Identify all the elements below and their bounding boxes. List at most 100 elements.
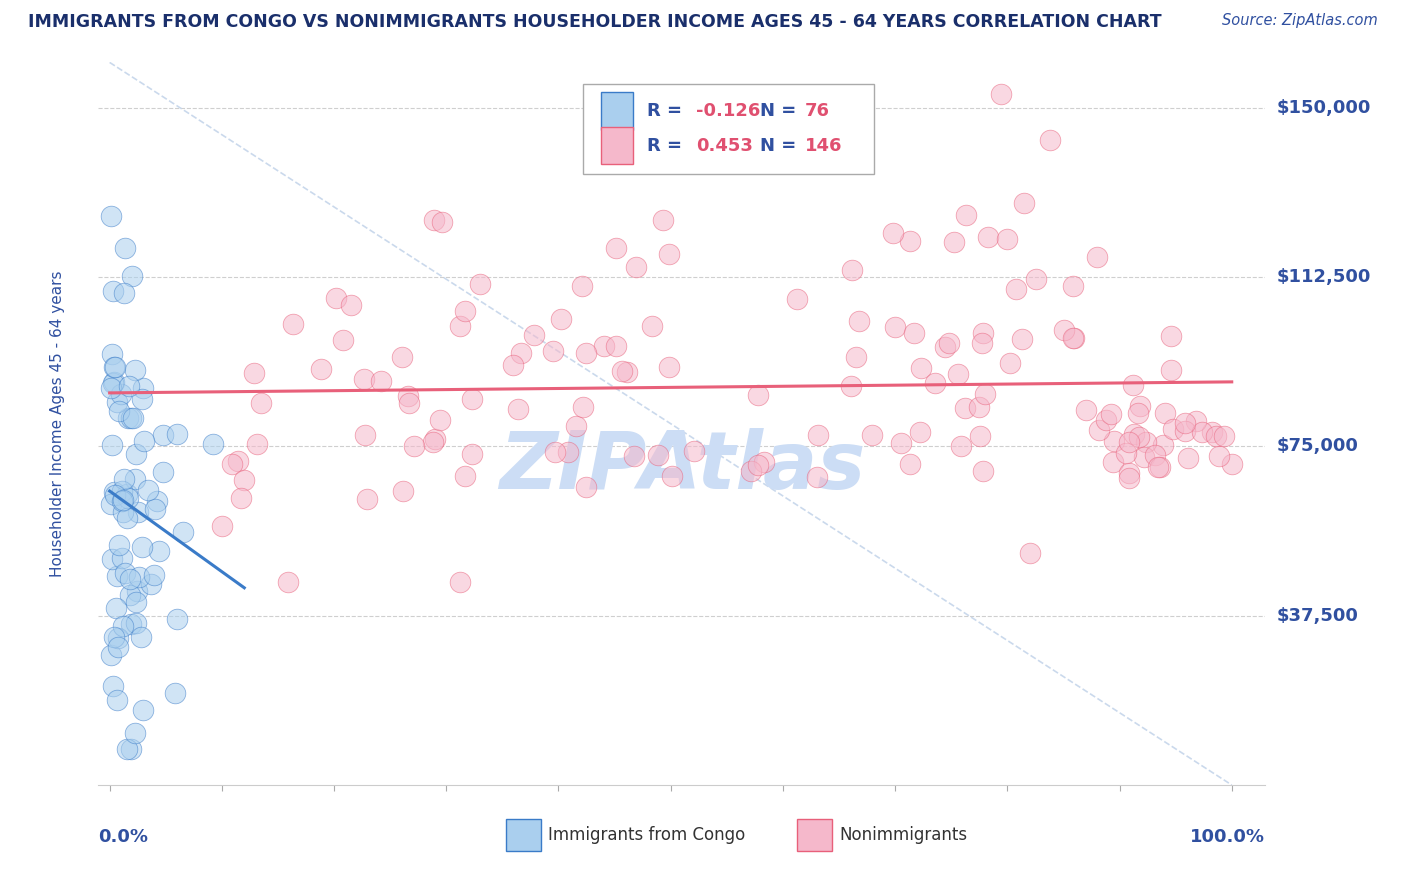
Point <box>103 375 125 389</box>
Point <box>1184 413 1206 427</box>
Point <box>108 403 131 417</box>
Point <box>807 427 830 442</box>
Point <box>903 326 925 340</box>
Point <box>1099 407 1122 421</box>
Point <box>651 213 673 227</box>
Point <box>1154 406 1177 420</box>
Text: R =: R = <box>647 102 688 120</box>
Text: N =: N = <box>761 136 803 154</box>
Point <box>1063 331 1085 345</box>
Point <box>112 472 135 486</box>
Point <box>449 318 471 333</box>
Point <box>972 464 994 478</box>
Point <box>934 340 956 354</box>
Point <box>114 241 136 255</box>
Point <box>112 493 135 508</box>
Point <box>124 616 146 631</box>
Point <box>1146 459 1168 474</box>
Point <box>1118 466 1140 480</box>
Point <box>148 543 170 558</box>
Point <box>402 439 425 453</box>
Point <box>616 365 638 379</box>
FancyBboxPatch shape <box>602 127 633 164</box>
Point <box>506 401 529 416</box>
Point <box>605 339 627 353</box>
Point <box>132 434 155 449</box>
Point <box>117 410 139 425</box>
Point <box>105 693 128 707</box>
Point <box>890 435 912 450</box>
Point <box>1220 457 1243 471</box>
Point <box>104 601 127 615</box>
Point <box>461 447 484 461</box>
Point <box>969 429 991 443</box>
Text: Nonimmigrants: Nonimmigrants <box>839 826 967 844</box>
Point <box>115 511 138 525</box>
Point <box>924 376 946 390</box>
Point <box>425 433 447 447</box>
Point <box>898 457 921 471</box>
Point <box>353 372 375 386</box>
Point <box>898 234 921 248</box>
Point <box>1102 455 1125 469</box>
Text: IMMIGRANTS FROM CONGO VS NONIMMIGRANTS HOUSEHOLDER INCOME AGES 45 - 64 YEARS COR: IMMIGRANTS FROM CONGO VS NONIMMIGRANTS H… <box>28 13 1161 31</box>
Point <box>136 483 159 497</box>
Point <box>1095 413 1118 427</box>
Point <box>1149 460 1171 475</box>
Point <box>103 359 125 374</box>
Point <box>124 473 146 487</box>
Point <box>117 378 139 392</box>
Point <box>391 483 413 498</box>
Text: 146: 146 <box>804 136 842 154</box>
Point <box>1062 331 1084 345</box>
Point <box>454 304 477 318</box>
Point <box>1011 333 1033 347</box>
Point <box>1174 425 1197 439</box>
Point <box>626 260 648 275</box>
Text: 76: 76 <box>804 102 830 120</box>
Point <box>141 576 163 591</box>
Point <box>422 213 444 227</box>
Point <box>128 570 150 584</box>
Point <box>1102 434 1125 449</box>
Point <box>610 364 633 378</box>
Point <box>353 428 375 442</box>
Text: -0.126: -0.126 <box>696 102 761 120</box>
Point <box>101 347 124 361</box>
Point <box>502 358 524 372</box>
Point <box>510 346 533 360</box>
Point <box>166 427 188 442</box>
Point <box>142 568 165 582</box>
Point <box>124 362 146 376</box>
Point <box>104 359 127 374</box>
Point <box>100 648 122 662</box>
Point <box>990 87 1012 101</box>
Point <box>969 400 991 414</box>
Point <box>1122 377 1144 392</box>
Point <box>356 492 378 507</box>
Point <box>339 298 361 312</box>
Point <box>112 619 135 633</box>
Point <box>575 345 598 359</box>
Point <box>658 247 681 261</box>
Point <box>605 241 627 255</box>
FancyBboxPatch shape <box>797 819 832 851</box>
Point <box>839 379 862 393</box>
Point <box>165 686 187 700</box>
Point <box>550 311 572 326</box>
Point <box>101 679 124 693</box>
Point <box>1118 470 1140 484</box>
Point <box>647 448 669 462</box>
Point <box>543 445 565 459</box>
Point <box>131 392 153 406</box>
Point <box>1205 429 1227 443</box>
Point <box>132 381 155 395</box>
Point <box>103 376 125 391</box>
Point <box>571 278 593 293</box>
Point <box>132 703 155 717</box>
Point <box>152 466 174 480</box>
Point <box>461 392 484 406</box>
Point <box>946 368 969 382</box>
Point <box>112 286 135 301</box>
Text: Householder Income Ages 45 - 64 years: Householder Income Ages 45 - 64 years <box>51 270 65 577</box>
